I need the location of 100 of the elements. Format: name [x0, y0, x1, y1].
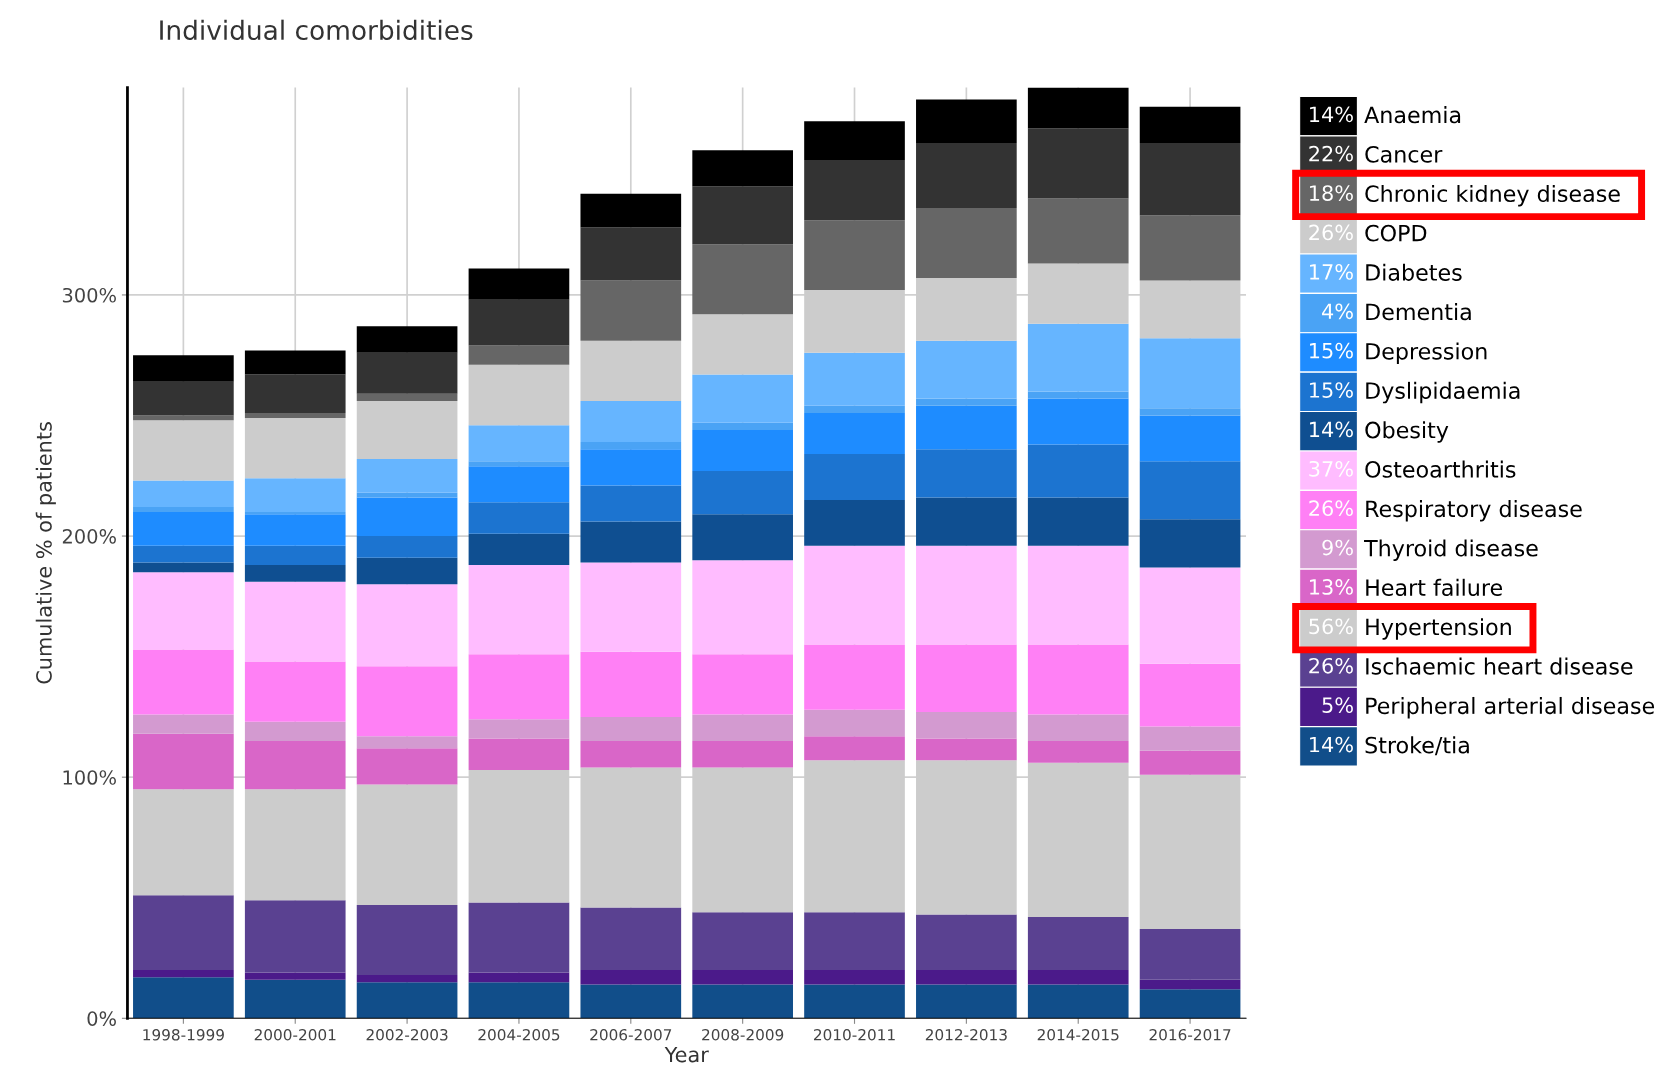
bar	[133, 649, 234, 715]
text: 4%	[1322, 303, 1353, 320]
bar	[692, 186, 793, 245]
x-tick-label: 2014-2015	[1037, 1028, 1119, 1041]
bar	[356, 497, 458, 537]
bar	[1027, 198, 1129, 264]
y-tick-label: 0%	[87, 1011, 116, 1026]
bar	[692, 714, 793, 742]
bar	[692, 244, 793, 315]
bar	[692, 741, 793, 768]
text: 13%	[1310, 579, 1353, 595]
bar	[244, 900, 346, 973]
bar	[804, 454, 905, 500]
bar	[244, 789, 346, 901]
bar	[1027, 323, 1129, 392]
chart-title: Individual comorbidities	[160, 19, 473, 41]
bar	[133, 895, 234, 971]
bar	[580, 651, 682, 717]
legend-label: Ischaemic heart disease	[1366, 657, 1633, 675]
bar	[468, 466, 570, 503]
bar	[244, 478, 346, 512]
bar	[356, 974, 458, 983]
bar	[244, 545, 346, 565]
bar	[1139, 143, 1241, 216]
bar	[1139, 338, 1241, 409]
bar	[916, 545, 1017, 645]
bar	[356, 784, 458, 905]
bar	[692, 422, 793, 430]
bar	[1139, 979, 1241, 990]
bar	[1139, 750, 1241, 775]
bar	[133, 355, 234, 382]
y-tick-label: 100%	[63, 770, 116, 785]
bar	[916, 914, 1017, 971]
bar	[1027, 444, 1129, 498]
bar	[1027, 497, 1129, 546]
bar	[804, 545, 905, 645]
bar	[244, 413, 346, 418]
bar	[804, 709, 905, 737]
bar	[580, 401, 682, 443]
bar	[133, 789, 234, 896]
bar	[580, 716, 682, 742]
bar	[916, 405, 1017, 450]
text: 5%	[1322, 697, 1353, 714]
bar	[468, 345, 570, 365]
bar	[356, 666, 458, 737]
bar	[244, 972, 346, 980]
bar	[1139, 519, 1241, 568]
bar	[692, 654, 793, 715]
bar	[133, 511, 234, 546]
bar	[244, 514, 346, 546]
legend-label: Heart failure	[1366, 578, 1502, 596]
bar	[804, 970, 905, 985]
bar	[804, 352, 905, 406]
bar	[1027, 398, 1129, 445]
x-tick-label: 2002-2003	[366, 1028, 448, 1041]
bar	[468, 533, 570, 565]
bar	[468, 268, 570, 300]
bar	[692, 150, 793, 187]
bar	[244, 417, 346, 479]
bar	[804, 912, 905, 971]
bar	[580, 340, 682, 402]
bar	[804, 736, 905, 761]
x-tick-label: 2000-2001	[254, 1028, 336, 1041]
bar	[916, 984, 1017, 1019]
text: 14%	[1310, 106, 1353, 123]
bar	[804, 159, 905, 221]
y-axis-title: Cumulative % of patients	[35, 422, 56, 684]
bar	[1139, 929, 1241, 980]
bar	[356, 557, 458, 585]
bar	[916, 970, 1017, 985]
bar	[244, 721, 346, 742]
bar	[244, 350, 346, 375]
bar	[1139, 989, 1241, 1019]
bar	[468, 902, 570, 973]
bar	[804, 405, 905, 414]
text: 26%	[1309, 657, 1353, 674]
bar	[1139, 461, 1241, 520]
bar	[133, 714, 234, 734]
bar	[580, 442, 682, 450]
text: 18%	[1310, 185, 1353, 201]
bar	[916, 644, 1017, 713]
legend-label: Osteoarthritis	[1365, 460, 1516, 478]
bar	[1027, 917, 1129, 971]
legend-label: Diabetes	[1366, 263, 1462, 281]
bar	[916, 449, 1017, 498]
bar	[1027, 644, 1129, 715]
bar	[916, 712, 1017, 739]
bar	[580, 521, 682, 563]
bar	[468, 461, 570, 467]
bar	[468, 719, 570, 739]
bar	[133, 562, 234, 573]
bar	[133, 572, 234, 650]
bar	[1139, 663, 1241, 727]
bar	[916, 738, 1017, 761]
bar	[692, 314, 793, 375]
bar	[1139, 408, 1241, 416]
legend-label: Cancer	[1365, 145, 1443, 163]
bar	[580, 193, 682, 228]
text: 26%	[1309, 500, 1353, 517]
bar	[356, 748, 458, 785]
